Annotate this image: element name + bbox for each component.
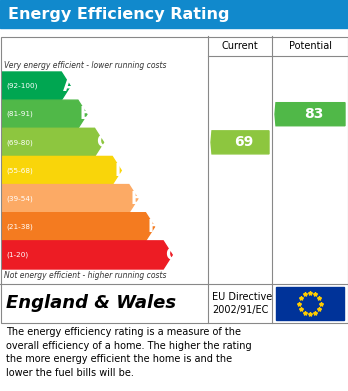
Text: Not energy efficient - higher running costs: Not energy efficient - higher running co… <box>4 271 166 280</box>
Text: Energy Efficiency Rating: Energy Efficiency Rating <box>8 7 229 22</box>
Polygon shape <box>2 156 121 185</box>
Text: (69-80): (69-80) <box>6 139 33 145</box>
Text: B: B <box>80 105 93 123</box>
Polygon shape <box>2 72 70 100</box>
Text: (1-20): (1-20) <box>6 252 28 258</box>
Polygon shape <box>211 131 269 154</box>
Bar <box>0 36 348 323</box>
Text: (81-91): (81-91) <box>6 111 33 117</box>
Text: Very energy efficient - lower running costs: Very energy efficient - lower running co… <box>4 61 166 70</box>
Polygon shape <box>2 241 172 269</box>
Text: F: F <box>148 218 159 236</box>
Text: 69: 69 <box>234 135 253 149</box>
Text: England & Wales: England & Wales <box>6 294 176 312</box>
Text: Potential: Potential <box>288 41 332 51</box>
Text: Current: Current <box>222 41 258 51</box>
Text: A: A <box>63 77 76 95</box>
Text: (55-68): (55-68) <box>6 167 33 174</box>
Text: (21-38): (21-38) <box>6 224 33 230</box>
Bar <box>0 0 348 28</box>
Text: C: C <box>96 133 109 151</box>
Text: D: D <box>114 161 128 179</box>
Polygon shape <box>2 213 155 241</box>
Text: The energy efficiency rating is a measure of the
overall efficiency of a home. T: The energy efficiency rating is a measur… <box>6 327 252 378</box>
Text: G: G <box>165 246 179 264</box>
Text: E: E <box>131 190 142 208</box>
Bar <box>276 287 344 320</box>
Polygon shape <box>2 185 138 213</box>
Text: 83: 83 <box>304 107 323 121</box>
Text: EU Directive
2002/91/EC: EU Directive 2002/91/EC <box>212 292 272 315</box>
Text: (92-100): (92-100) <box>6 83 37 89</box>
Polygon shape <box>275 103 345 126</box>
Text: (39-54): (39-54) <box>6 196 33 202</box>
Polygon shape <box>2 128 104 156</box>
Bar <box>0 36 348 323</box>
Polygon shape <box>2 100 87 128</box>
